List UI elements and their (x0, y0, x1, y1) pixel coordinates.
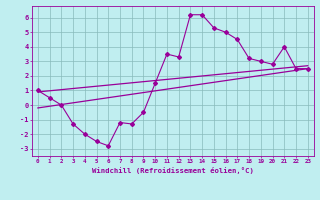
X-axis label: Windchill (Refroidissement éolien,°C): Windchill (Refroidissement éolien,°C) (92, 167, 254, 174)
